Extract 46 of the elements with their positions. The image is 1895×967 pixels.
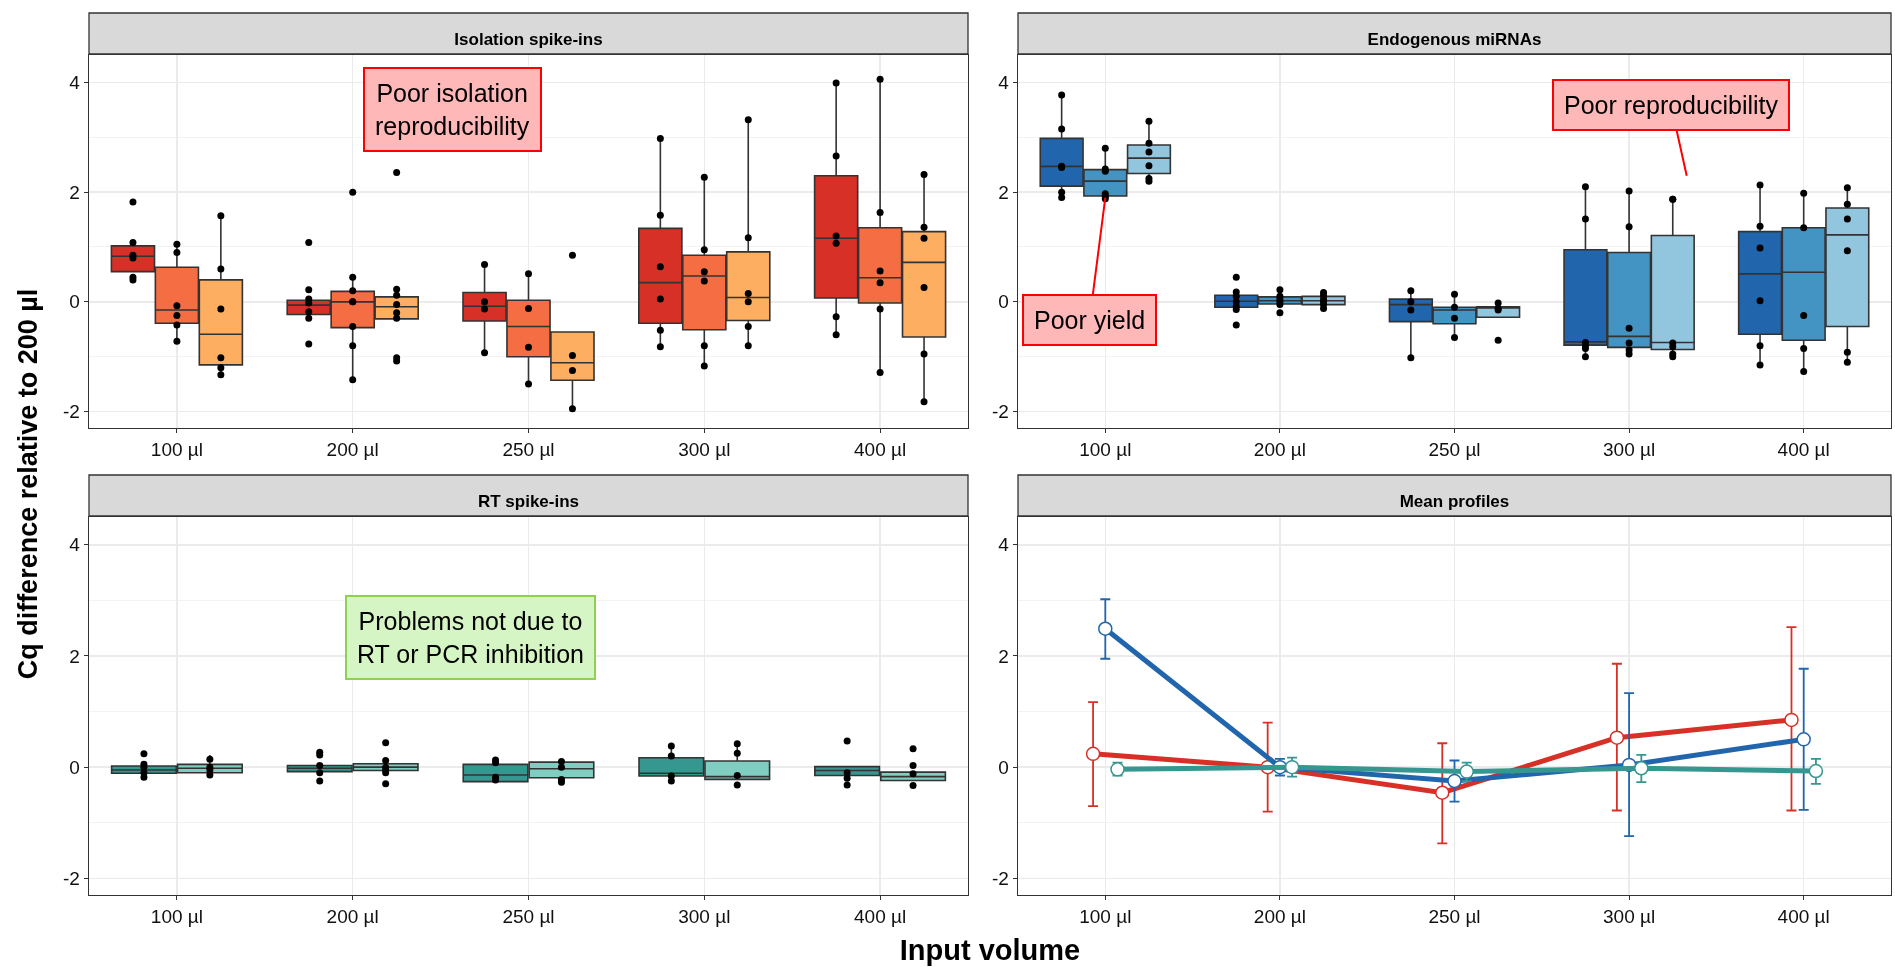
y-tick-label: -2	[62, 867, 80, 889]
x-tick-label: 300 µl	[678, 906, 731, 928]
x-tick-label: 100 µl	[150, 906, 203, 928]
x-tick-label: 100 µl	[1079, 906, 1132, 928]
x-tick-label: 250 µl	[502, 439, 555, 461]
y-tick-label: 4	[998, 534, 1010, 556]
y-tick-label: 2	[998, 181, 1009, 203]
annotation: Problems not due to RT or PCR inhibition	[357, 607, 584, 668]
y-tick-label: 4	[998, 72, 1010, 94]
x-tick-label: 100 µl	[150, 439, 203, 461]
y-axis-title: Cq difference relative to 200 µl	[12, 288, 44, 680]
y-tick-label: 0	[69, 756, 80, 778]
x-tick-label: 100 µl	[1079, 439, 1132, 461]
y-tick-label: 0	[998, 291, 1009, 313]
y-tick-label: 2	[69, 645, 80, 667]
x-axis-title: Input volume	[899, 933, 1081, 967]
y-tick-label: 2	[998, 645, 1009, 667]
y-tick-label: 2	[69, 181, 80, 203]
y-tick-label: 4	[69, 534, 81, 556]
x-tick-label: 300 µl	[678, 439, 731, 461]
x-tick-label: 400 µl	[1777, 906, 1830, 928]
chart-title: Isolation spike-ins	[454, 30, 603, 49]
chart-title: Mean profiles	[1399, 492, 1510, 511]
x-tick-label: 400 µl	[1777, 439, 1830, 461]
chart-title: Endogenous miRNAs	[1367, 30, 1542, 49]
x-tick-label: 400 µl	[854, 439, 907, 461]
x-tick-label: 250 µl	[1428, 439, 1481, 461]
y-tick-label: 0	[998, 756, 1009, 778]
x-tick-label: 200 µl	[1253, 906, 1306, 928]
y-tick-label: 0	[69, 291, 80, 313]
chart-title: RT spike-ins	[477, 492, 580, 511]
y-tick-label: -2	[991, 401, 1009, 423]
x-tick-label: 200 µl	[326, 906, 379, 928]
x-tick-label: 300 µl	[1603, 906, 1656, 928]
x-tick-label: 250 µl	[502, 906, 555, 928]
x-tick-label: 200 µl	[326, 439, 379, 461]
x-tick-label: 400 µl	[854, 906, 907, 928]
y-tick-label: -2	[62, 401, 80, 423]
annotation: Poor reproducibility	[1564, 91, 1779, 119]
y-tick-label: -2	[991, 867, 1009, 889]
x-tick-label: 300 µl	[1603, 439, 1656, 461]
y-tick-label: 4	[69, 72, 81, 94]
annotation: Poor isolation reproducibility	[375, 79, 530, 140]
annotation: Poor yield	[1034, 306, 1146, 334]
x-tick-label: 250 µl	[1428, 906, 1481, 928]
x-tick-label: 200 µl	[1253, 439, 1306, 461]
